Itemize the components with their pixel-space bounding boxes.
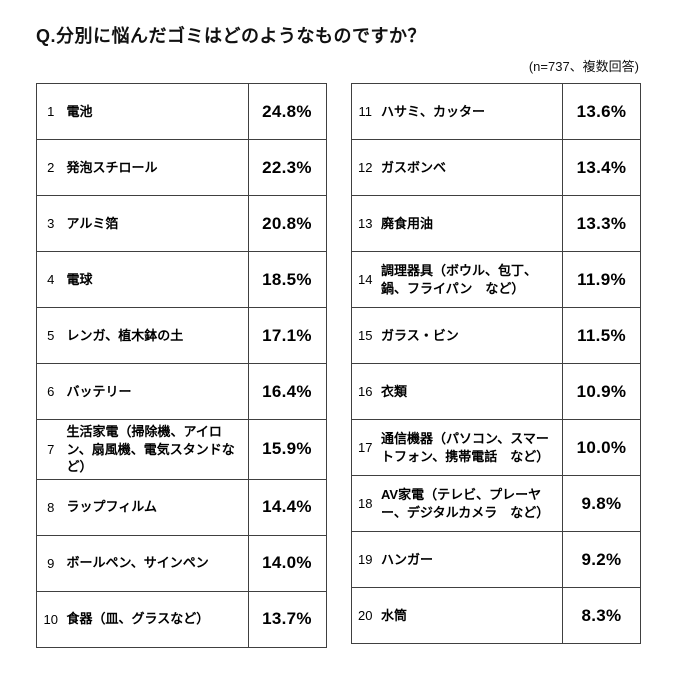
percent-cell: 9.8% (562, 475, 641, 532)
item-cell: ラップフィルム (64, 479, 248, 536)
item-cell: 廃食用油 (379, 195, 563, 252)
table-row: 4 電球 18.5% (36, 251, 326, 308)
rank-cell: 10 (43, 611, 58, 627)
rank-cell: 4 (36, 251, 65, 308)
item-cell: アルミ箔 (64, 195, 248, 252)
sample-size-note: (n=737、複数回答) (528, 59, 639, 74)
item-cell: 食器（皿、グラスなど） (66, 611, 210, 627)
item-cell: 生活家電（掃除機、アイロン、扇風機、電気スタンドなど） (64, 419, 248, 480)
percent-cell: 10.0% (562, 419, 641, 476)
percent-cell: 13.7% (247, 591, 326, 648)
percent-cell: 15.9% (247, 419, 326, 480)
percent-cell: 11.9% (562, 251, 641, 308)
item-cell: ガスボンベ (379, 139, 563, 196)
rank-cell: 7 (36, 419, 65, 480)
rank-cell: 16 (351, 363, 379, 420)
table-row: 12 ガスボンベ 13.4% (351, 139, 641, 196)
rank-cell: 20 (358, 608, 373, 623)
table-row: 11 ハサミ、カッター 13.6% (351, 83, 641, 140)
percent-cell: 13.3% (562, 195, 641, 252)
table-row: 19 ハンガー 9.2% (351, 531, 641, 588)
percent-cell: 16.4% (247, 363, 326, 420)
item-cell: 通信機器（パソコン、スマートフォン、携帯電話 など） (379, 419, 563, 476)
percent-cell: 10.9% (562, 363, 641, 420)
table-row: 15 ガラス・ビン 11.5% (351, 307, 641, 364)
rank-cell: 1 (36, 83, 65, 140)
item-cell: 電池 (64, 83, 248, 140)
table-row: 20 水筒 8.3% (351, 587, 641, 644)
item-cell: AV家電（テレビ、プレーヤー、デジタルカメラ など） (379, 475, 563, 532)
rank-cell: 15 (351, 307, 379, 364)
table-row: 9 ボールペン、サインペン 14.0% (36, 535, 326, 592)
rank-cell: 11 (351, 83, 379, 140)
table-row: 17 通信機器（パソコン、スマートフォン、携帯電話 など） 10.0% (351, 419, 641, 476)
table-row: 3 アルミ箔 20.8% (36, 195, 326, 252)
table-row: 6 バッテリー 16.4% (36, 363, 326, 420)
rank-cell: 2 (36, 139, 65, 196)
ranking-table-left: 1 電池 24.8% 2 発泡スチロール 22.3% 3 アルミ箔 20.8% 4 電球 18.5% 5… (36, 83, 327, 648)
table-row: 14 調理器具（ボウル、包丁、鍋、フライパン など） 11.9% (351, 251, 641, 308)
rank-cell: 3 (36, 195, 65, 252)
ranking-tables-container: 1 電池 24.8% 2 発泡スチロール 22.3% 3 アルミ箔 20.8% 4 電球 18.5% 5… (36, 83, 641, 648)
rank-cell: 6 (36, 363, 65, 420)
table-row: 7 生活家電（掃除機、アイロン、扇風機、電気スタンドなど） 15.9% (36, 419, 326, 480)
survey-question-title: Q.分別に悩んだゴミはどのようなものですか？ (36, 26, 426, 46)
percent-cell: 14.0% (247, 535, 326, 592)
table-row: 16 衣類 10.9% (351, 363, 641, 420)
table-row: 13 廃食用油 13.3% (351, 195, 641, 252)
item-cell: 発泡スチロール (64, 139, 248, 196)
rank-cell: 12 (351, 139, 379, 196)
table-row: 5 レンガ、植木鉢の土 17.1% (36, 307, 326, 364)
rank-cell: 18 (351, 475, 379, 532)
percent-cell: 13.4% (562, 139, 641, 196)
percent-cell: 11.5% (562, 307, 641, 364)
percent-cell: 13.6% (562, 83, 641, 140)
item-cell: 水筒 (381, 607, 408, 623)
rank-cell: 17 (351, 419, 379, 476)
percent-cell: 9.2% (562, 531, 641, 588)
rank-cell: 8 (36, 479, 65, 536)
item-cell: 衣類 (379, 363, 563, 420)
rank-cell: 19 (351, 531, 379, 588)
percent-cell: 20.8% (247, 195, 326, 252)
percent-cell: 24.8% (247, 83, 326, 140)
rank-cell: 9 (36, 535, 65, 592)
item-cell: バッテリー (64, 363, 248, 420)
percent-cell: 17.1% (247, 307, 326, 364)
rank-cell: 14 (351, 251, 379, 308)
table-row: 18 AV家電（テレビ、プレーヤー、デジタルカメラ など） 9.8% (351, 475, 641, 532)
item-cell: ガラス・ビン (379, 307, 563, 364)
table-row: 2 発泡スチロール 22.3% (36, 139, 326, 196)
item-cell: ハサミ、カッター (379, 83, 563, 140)
table-row: 1 電池 24.8% (36, 83, 326, 140)
rank-cell: 13 (351, 195, 379, 252)
percent-cell: 22.3% (247, 139, 326, 196)
item-cell: レンガ、植木鉢の土 (64, 307, 248, 364)
item-cell: ボールペン、サインペン (64, 535, 248, 592)
table-row: 8 ラップフィルム 14.4% (36, 479, 326, 536)
rank-cell: 5 (36, 307, 65, 364)
percent-cell: 18.5% (247, 251, 326, 308)
item-cell: 電球 (64, 251, 248, 308)
table-row: 10 食器（皿、グラスなど） 13.7% (37, 591, 326, 648)
ranking-table-right: 11 ハサミ、カッター 13.6% 12 ガスボンベ 13.4% 13 廃食用油 13.3% 14… (350, 83, 641, 644)
item-cell: 調理器具（ボウル、包丁、鍋、フライパン など） (379, 251, 563, 308)
percent-cell: 14.4% (247, 479, 326, 536)
item-cell: ハンガー (379, 531, 563, 588)
percent-cell: 8.3% (562, 587, 641, 644)
